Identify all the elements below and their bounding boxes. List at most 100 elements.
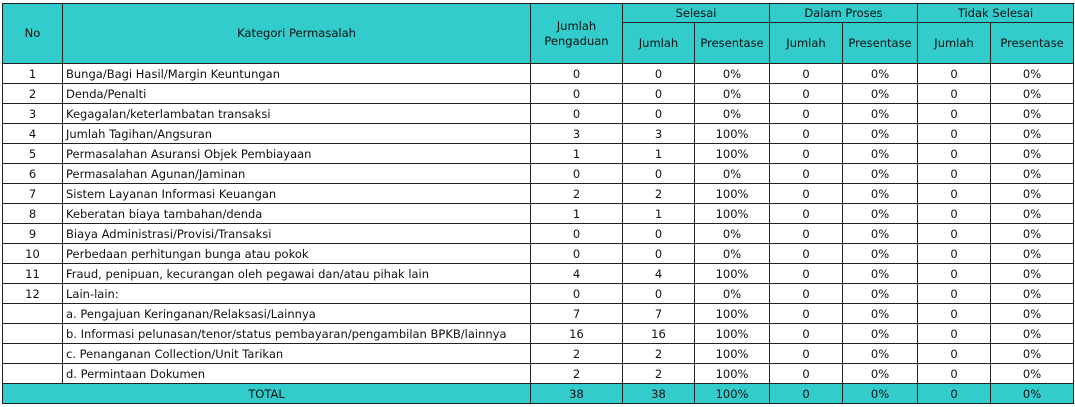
cell-total: 2 — [530, 343, 623, 364]
cell-t_p: 0% — [990, 103, 1075, 124]
cell-d_j: 0 — [769, 83, 844, 104]
cell-t_p: 0% — [990, 263, 1075, 284]
cell-kategori: Jumlah Tagihan/Angsuran — [62, 123, 531, 144]
cell-kategori: Sistem Layanan Informasi Keuangan — [62, 183, 531, 204]
cell-d_j: 0 — [769, 323, 844, 344]
cell-s_p: 100% — [693, 303, 771, 324]
header-presentase: Presentase — [990, 22, 1075, 64]
cell-d_p: 0% — [842, 323, 919, 344]
cell-kategori: d. Permintaan Dokumen — [62, 363, 531, 384]
cell-kategori: c. Penanganan Collection/Unit Tarikan — [62, 343, 531, 364]
cell-s_j: 1 — [622, 203, 695, 224]
cell-d_p: 0% — [842, 283, 919, 304]
cell-t_p: 0% — [990, 243, 1075, 264]
cell-t_j: 0 — [917, 343, 992, 364]
table-row: 12 Lain-lain: 0 0 0% 0 0% 0 0% — [2, 283, 1075, 304]
cell-d_j: 0 — [769, 183, 844, 204]
table-row: 3 Kegagalan/keterlambatan transaksi 0 0 0% 0 0… — [2, 103, 1075, 124]
table-row: 7 Sistem Layanan Informasi Keuangan 2 2 100%… — [2, 183, 1075, 204]
cell-total: 0 — [530, 283, 623, 304]
header-jumlah: Jumlah — [622, 22, 695, 64]
cell-total: 1 — [530, 203, 623, 224]
header-tidak-selesai: Tidak Selesai — [917, 3, 1075, 23]
cell-total: 0 — [530, 163, 623, 184]
cell-s_p: 100% — [693, 323, 771, 344]
cell-s_p: 0% — [693, 163, 771, 184]
cell-kategori: Fraud, penipuan, kecurangan oleh pegawai… — [62, 263, 531, 284]
cell-no: 1 — [2, 63, 63, 84]
header-kategori: Kategori Permasalah — [62, 3, 531, 64]
table-row: 1 Bunga/Bagi Hasil/Margin Keuntungan 0 0 0% 0… — [2, 63, 1075, 84]
cell-d_p: 0% — [842, 123, 919, 144]
header-no: No — [2, 3, 63, 64]
cell-no: 2 — [2, 83, 63, 104]
table-row: 6 Permasalahan Agunan/Jaminan 0 0 0% 0 0% 0 0% — [2, 163, 1075, 184]
cell-d_p: 0% — [842, 243, 919, 264]
cell-s_p: 0% — [693, 223, 771, 244]
cell-s_p: 0% — [693, 283, 771, 304]
cell-t_p: 0% — [990, 343, 1075, 364]
cell-s_p: 100% — [693, 343, 771, 364]
header-presentase: Presentase — [693, 22, 771, 64]
cell-kategori: b. Informasi pelunasan/tenor/status pemb… — [62, 323, 531, 344]
cell-no — [2, 363, 63, 384]
cell-no: 10 — [2, 243, 63, 264]
cell-kategori: Permasalahan Agunan/Jaminan — [62, 163, 531, 184]
cell-t_p: 0% — [990, 183, 1075, 204]
cell-no: 8 — [2, 203, 63, 224]
cell-t_j: 0 — [917, 323, 992, 344]
header-jumlah: Jumlah — [917, 22, 992, 64]
cell-s_p: 0% — [693, 103, 771, 124]
cell-s_p: 100% — [693, 363, 771, 384]
header-jumlah: Jumlah — [769, 22, 844, 64]
total-d_p: 0% — [842, 383, 919, 404]
cell-t_p: 0% — [990, 163, 1075, 184]
cell-no: 11 — [2, 263, 63, 284]
cell-total: 2 — [530, 183, 623, 204]
cell-s_j: 7 — [622, 303, 695, 324]
cell-d_p: 0% — [842, 143, 919, 164]
total-s_p: 100% — [693, 383, 771, 404]
cell-s_j: 16 — [622, 323, 695, 344]
header-dalam-proses: Dalam Proses — [769, 3, 919, 23]
cell-total: 0 — [530, 223, 623, 244]
cell-kategori: Biaya Administrasi/Provisi/Transaksi — [62, 223, 531, 244]
cell-total: 7 — [530, 303, 623, 324]
cell-t_j: 0 — [917, 183, 992, 204]
cell-d_j: 0 — [769, 343, 844, 364]
table-row: 11 Fraud, penipuan, kecurangan oleh pegaw… — [2, 263, 1075, 284]
cell-s_j: 2 — [622, 343, 695, 364]
cell-s_p: 100% — [693, 143, 771, 164]
cell-s_p: 0% — [693, 83, 771, 104]
cell-d_p: 0% — [842, 223, 919, 244]
table-row: d. Permintaan Dokumen 2 2 100% 0 0% 0 0% — [2, 363, 1075, 384]
cell-total: 2 — [530, 363, 623, 384]
cell-total: 0 — [530, 83, 623, 104]
cell-no — [2, 343, 63, 364]
cell-t_p: 0% — [990, 223, 1075, 244]
cell-d_p: 0% — [842, 83, 919, 104]
cell-no — [2, 323, 63, 344]
header-presentase: Presentase — [842, 22, 919, 64]
cell-d_p: 0% — [842, 63, 919, 84]
cell-s_j: 2 — [622, 363, 695, 384]
cell-s_j: 2 — [622, 183, 695, 204]
cell-t_p: 0% — [990, 303, 1075, 324]
cell-s_p: 100% — [693, 183, 771, 204]
cell-no: 6 — [2, 163, 63, 184]
cell-s_p: 100% — [693, 203, 771, 224]
table-row: 5 Permasalahan Asuransi Objek Pembiayaan 1… — [2, 143, 1075, 164]
cell-kategori: Permasalahan Asuransi Objek Pembiayaan — [62, 143, 531, 164]
total-t_p: 0% — [990, 383, 1075, 404]
cell-d_j: 0 — [769, 163, 844, 184]
cell-total: 0 — [530, 103, 623, 124]
cell-d_j: 0 — [769, 263, 844, 284]
cell-d_p: 0% — [842, 363, 919, 384]
cell-no: 9 — [2, 223, 63, 244]
cell-t_p: 0% — [990, 363, 1075, 384]
table-row: 8 Keberatan biaya tambahan/denda 1 1 100% 0 0%… — [2, 203, 1075, 224]
cell-t_j: 0 — [917, 243, 992, 264]
cell-s_j: 0 — [622, 283, 695, 304]
cell-no: 12 — [2, 283, 63, 304]
cell-t_p: 0% — [990, 283, 1075, 304]
